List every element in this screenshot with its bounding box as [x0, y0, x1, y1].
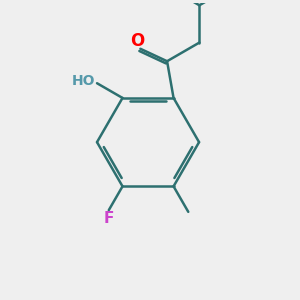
Text: O: O: [130, 32, 145, 50]
Text: HO: HO: [71, 74, 95, 88]
Text: F: F: [103, 212, 114, 226]
